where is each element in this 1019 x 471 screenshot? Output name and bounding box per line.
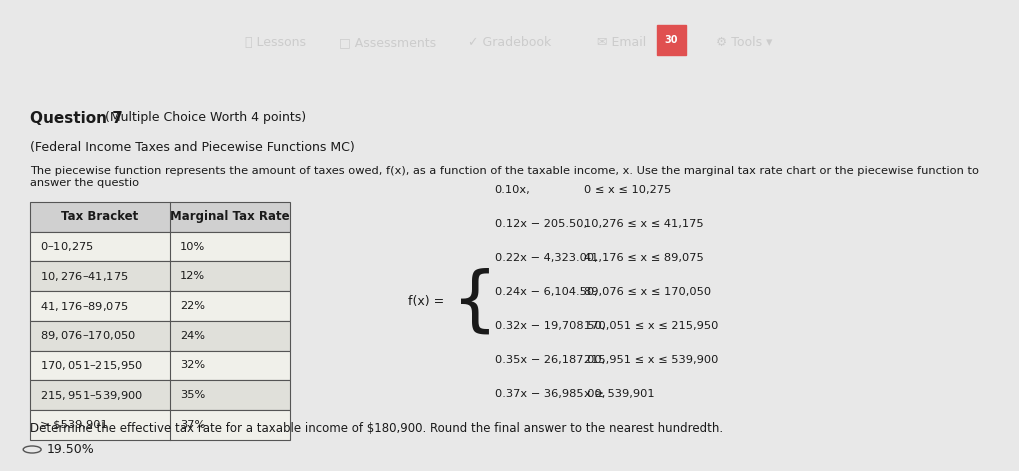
Text: 0.35x − 26,187.00,: 0.35x − 26,187.00, [494,355,604,365]
Text: 10,276 ≤ x ≤ 41,175: 10,276 ≤ x ≤ 41,175 [584,219,704,228]
Text: 170,051 ≤ x ≤ 215,950: 170,051 ≤ x ≤ 215,950 [584,321,718,331]
Text: 12%: 12% [180,271,205,281]
Text: $41,176–$89,075: $41,176–$89,075 [40,300,128,313]
Text: ⎙ Lessons: ⎙ Lessons [245,36,306,49]
Text: {: { [451,267,497,336]
Bar [31,410,289,440]
Text: 22%: 22% [180,301,205,311]
Text: $215,951–$539,900: $215,951–$539,900 [40,389,144,402]
Text: 0.37x − 36,985.00,: 0.37x − 36,985.00, [494,389,605,398]
Text: $170,051–$215,950: $170,051–$215,950 [40,359,144,372]
Text: > $539,901: > $539,901 [40,420,108,430]
Text: ✓ Gradebook: ✓ Gradebook [468,36,551,49]
Text: Determine the effective tax rate for a taxable income of $180,900. Round the fin: Determine the effective tax rate for a t… [31,422,723,435]
Text: $10,276–$41,175: $10,276–$41,175 [40,270,128,283]
Text: x ≥ 539,901: x ≥ 539,901 [584,389,655,398]
Text: 19.50%: 19.50% [47,443,95,456]
Text: Marginal Tax Rate: Marginal Tax Rate [170,211,289,223]
Text: 89,076 ≤ x ≤ 170,050: 89,076 ≤ x ≤ 170,050 [584,286,711,297]
Text: $0–$10,275: $0–$10,275 [40,240,94,253]
Text: 37%: 37% [180,420,205,430]
Bar [31,202,289,232]
Text: The piecewise function represents the amount of taxes owed, f(x), as a function : The piecewise function represents the am… [31,166,979,187]
Text: 0.32x − 19,708.50,: 0.32x − 19,708.50, [494,321,605,331]
Text: f(x) =: f(x) = [409,295,444,308]
Text: Question 7: Question 7 [31,111,123,126]
Bar [31,350,289,380]
Text: $89,076–$170,050: $89,076–$170,050 [40,329,137,342]
Text: 24%: 24% [180,331,205,341]
Text: 32%: 32% [180,360,205,371]
Text: 41,176 ≤ x ≤ 89,075: 41,176 ≤ x ≤ 89,075 [584,252,704,262]
Bar [31,261,289,291]
Text: ✉ Email: ✉ Email [597,36,646,49]
Text: 0.22x − 4,323.00,: 0.22x − 4,323.00, [494,252,597,262]
Text: 35%: 35% [180,390,205,400]
Bar [31,380,289,410]
Bar [31,232,289,261]
Text: □ Assessments: □ Assessments [338,36,436,49]
Text: 0.10x,: 0.10x, [494,185,530,195]
Text: (Multiple Choice Worth 4 points): (Multiple Choice Worth 4 points) [105,111,306,124]
Text: Tax Bracket: Tax Bracket [61,211,139,223]
Text: 0.24x − 6,104.50,: 0.24x − 6,104.50, [494,286,597,297]
Text: 0.12x − 205.50,: 0.12x − 205.50, [494,219,587,228]
Text: 30: 30 [664,35,679,45]
Bar [31,291,289,321]
Text: ⚙ Tools ▾: ⚙ Tools ▾ [715,36,772,49]
Text: 0 ≤ x ≤ 10,275: 0 ≤ x ≤ 10,275 [584,185,672,195]
Text: 10%: 10% [180,242,205,252]
Text: 215,951 ≤ x ≤ 539,900: 215,951 ≤ x ≤ 539,900 [584,355,718,365]
Text: (Federal Income Taxes and Piecewise Functions MC): (Federal Income Taxes and Piecewise Func… [31,141,355,154]
Bar [657,25,686,55]
Bar [31,321,289,350]
